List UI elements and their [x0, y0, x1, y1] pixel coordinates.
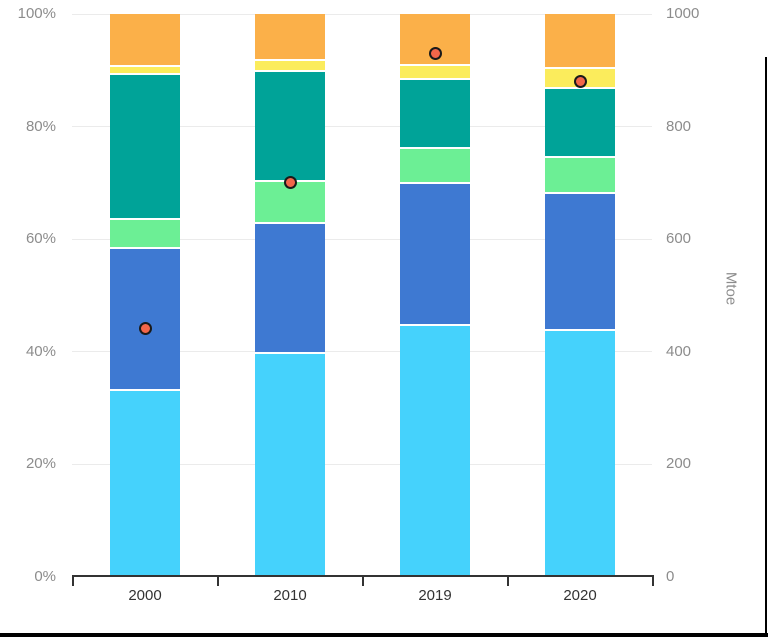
segment-blue	[110, 247, 180, 390]
segment-cyan	[110, 389, 180, 577]
right-axis-tick-label: 200	[666, 455, 692, 473]
x-axis-tick	[362, 575, 364, 586]
x-axis-label-2000: 2000	[128, 587, 162, 604]
x-axis-label-2020: 2020	[563, 587, 597, 604]
gridline	[72, 238, 652, 240]
segment-yellow	[400, 63, 470, 79]
segment-green	[110, 217, 180, 248]
left-axis-tick-label: 0%	[34, 568, 56, 585]
x-axis-tick	[507, 575, 509, 586]
segment-teal	[545, 86, 615, 157]
right-axis-title: Mtoe	[722, 271, 740, 306]
x-axis-tick	[652, 575, 654, 586]
x-axis-tick	[217, 575, 219, 586]
x-axis-tick	[72, 575, 74, 586]
right-axis-tick-label: 400	[666, 342, 692, 360]
segment-orange	[545, 14, 615, 67]
segment-orange	[110, 14, 180, 65]
segment-teal	[400, 78, 470, 147]
segment-yellow	[255, 59, 325, 71]
left-axis-tick-label: 20%	[25, 455, 56, 473]
segment-yellow	[110, 64, 180, 74]
gridline	[72, 463, 652, 465]
right-axis-tick-label: 800	[666, 117, 692, 135]
segment-blue	[400, 182, 470, 324]
segment-green	[400, 146, 470, 183]
segment-cyan	[400, 323, 470, 577]
segment-green	[545, 156, 615, 193]
mtoe-dot-2010	[283, 176, 297, 190]
gridline	[72, 13, 652, 15]
gridline	[72, 351, 652, 353]
x-axis-label-2010: 2010	[273, 587, 307, 604]
gridline	[72, 126, 652, 128]
right-axis-tick-label: 1000	[666, 5, 700, 22]
mtoe-dot-2020	[573, 75, 587, 89]
segment-orange	[255, 14, 325, 60]
mtoe-dot-2019	[428, 46, 442, 60]
frame-right-border	[765, 57, 767, 637]
segment-teal	[255, 70, 325, 181]
left-axis-tick-label: 60%	[25, 230, 56, 248]
bar-2020	[545, 14, 615, 577]
left-axis-tick-label: 40%	[25, 342, 56, 360]
bar-2010	[255, 14, 325, 577]
right-axis-tick-label: 0	[666, 568, 675, 585]
segment-blue	[545, 192, 615, 330]
bar-2000	[110, 14, 180, 577]
left-axis-tick-label: 80%	[25, 117, 56, 135]
mtoe-dot-2000	[138, 321, 152, 335]
right-axis-tick-label: 600	[666, 230, 692, 248]
segment-blue	[255, 222, 325, 352]
bar-2019	[400, 14, 470, 577]
segment-cyan	[545, 329, 615, 577]
x-axis-label-2019: 2019	[418, 587, 452, 604]
segment-teal	[110, 73, 180, 218]
frame-bottom-border	[0, 633, 768, 637]
segment-cyan	[255, 351, 325, 577]
left-axis-tick-label: 100%	[17, 5, 56, 22]
